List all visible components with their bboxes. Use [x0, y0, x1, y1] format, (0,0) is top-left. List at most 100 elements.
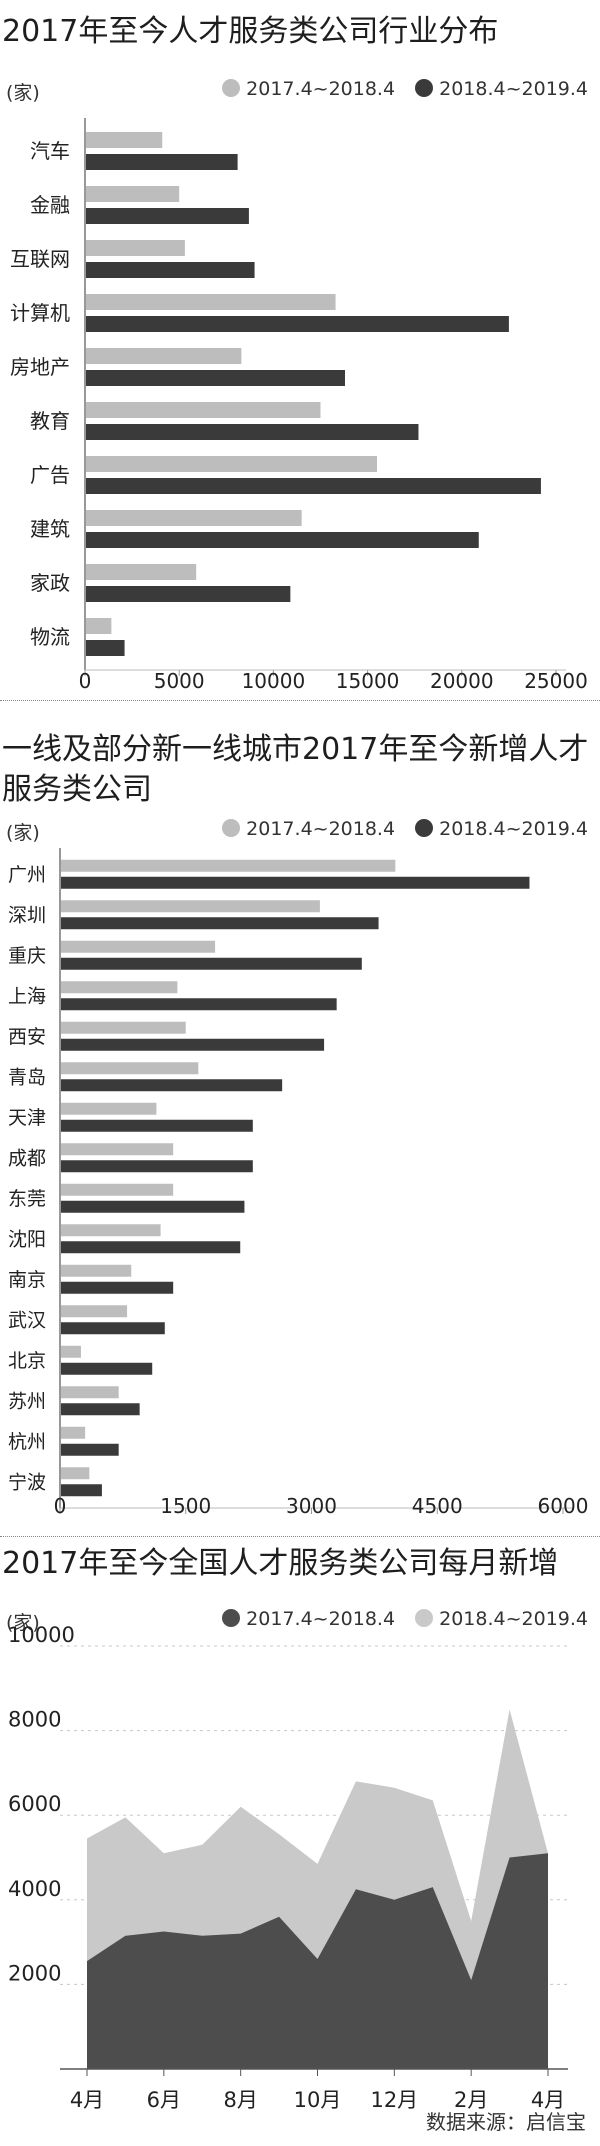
- category-label: 房地产: [10, 355, 70, 379]
- bar: [86, 478, 541, 494]
- x-tick-label: 4月: [70, 2088, 104, 2112]
- x-tick-label: 25000: [524, 669, 588, 693]
- section-divider: [0, 700, 600, 701]
- category-label: 沈阳: [8, 1228, 46, 1250]
- bar: [61, 1386, 119, 1399]
- y-tick-label: 6000: [8, 1792, 61, 1816]
- category-label: 青岛: [8, 1066, 46, 1088]
- chart-industry-legend: 2017.4~2018.4 2018.4~2019.4: [208, 78, 588, 100]
- x-tick-label: 6000: [538, 1494, 589, 1518]
- chart-cities-title: 一线及部分新一线城市2017年至今新增人才服务类公司: [2, 732, 589, 807]
- x-tick-label: 2月: [454, 2088, 488, 2112]
- category-label: 西安: [8, 1026, 46, 1048]
- bar: [61, 1403, 140, 1416]
- bar: [61, 998, 337, 1011]
- x-tick-label: 15000: [336, 669, 400, 693]
- legend-swatch-2018: [415, 79, 434, 97]
- legend-item-2018: 2018.4~2019.4: [415, 818, 588, 840]
- source-note: 数据来源：启信宝: [426, 2110, 586, 2134]
- bar: [61, 1183, 174, 1196]
- bar: [61, 876, 530, 889]
- bar: [86, 294, 336, 310]
- x-tick-label: 4月: [531, 2088, 565, 2112]
- legend-label-2017: 2017.4~2018.4: [246, 1608, 396, 1630]
- category-label: 重庆: [8, 945, 46, 967]
- category-label: 广告: [30, 463, 70, 487]
- bar: [86, 618, 112, 634]
- bar: [86, 348, 242, 364]
- x-tick-label: 0: [79, 669, 92, 693]
- category-label: 上海: [8, 985, 46, 1007]
- x-tick-label: 10月: [294, 2088, 342, 2112]
- bar: [86, 132, 163, 148]
- x-tick-label: 8月: [223, 2088, 257, 2112]
- category-label: 杭州: [8, 1431, 46, 1453]
- category-label: 宁波: [8, 1471, 46, 1493]
- legend-item-2017: 2017.4~2018.4: [222, 1608, 395, 1630]
- legend-label-2018: 2018.4~2019.4: [439, 818, 588, 840]
- category-label: 广州: [8, 864, 46, 886]
- chart-industry-unit: (家): [6, 82, 40, 104]
- chart-cities-legend: 2017.4~2018.4 2018.4~2019.4: [208, 818, 588, 840]
- x-tick-label: 20000: [430, 669, 494, 693]
- chart-cities: 一线及部分新一线城市2017年至今新增人才服务类公司 (家) 2017.4~20…: [0, 700, 600, 1530]
- bar: [61, 1160, 253, 1173]
- category-label: 计算机: [10, 301, 70, 325]
- bar: [61, 940, 216, 953]
- legend-item-2017: 2017.4~2018.4: [222, 78, 395, 100]
- category-label: 汽车: [30, 139, 70, 163]
- x-tick-label: 12月: [370, 2088, 418, 2112]
- category-label: 建筑: [30, 517, 70, 541]
- bar: [61, 900, 320, 913]
- bar: [61, 1281, 174, 1294]
- bar: [61, 957, 362, 970]
- bar: [61, 1362, 153, 1375]
- bar: [61, 1345, 81, 1358]
- legend-label-2017: 2017.4~2018.4: [246, 78, 396, 100]
- bar: [86, 456, 378, 472]
- category-label: 金融: [30, 193, 70, 217]
- bar: [61, 1038, 325, 1051]
- x-tick-label: 6月: [147, 2088, 181, 2112]
- bar: [86, 640, 125, 656]
- bar: [61, 1062, 199, 1075]
- bar: [61, 1119, 253, 1132]
- category-label: 苏州: [8, 1390, 46, 1412]
- chart-monthly-unit: (家): [6, 1612, 40, 1634]
- legend-swatch-2017: [222, 819, 241, 837]
- bar: [86, 154, 238, 170]
- bar: [61, 1484, 102, 1497]
- bar: [61, 1224, 161, 1237]
- bar: [86, 532, 479, 548]
- chart-monthly-title: 2017年至今全国人才服务类公司每月新增: [2, 1546, 559, 1581]
- bar: [61, 1200, 245, 1213]
- bar: [61, 1102, 157, 1115]
- category-label: 家政: [30, 571, 70, 595]
- y-tick-label: 4000: [8, 1877, 61, 1901]
- chart-industry-title: 2017年至今人才服务类公司行业分布: [2, 14, 499, 49]
- chart-cities-unit: (家): [6, 822, 40, 844]
- bar: [86, 402, 321, 418]
- x-tick-label: 1500: [160, 1494, 211, 1518]
- bar: [86, 564, 197, 580]
- category-label: 互联网: [10, 247, 70, 271]
- x-tick-label: 10000: [242, 669, 306, 693]
- bar: [86, 262, 255, 278]
- category-label: 天津: [8, 1107, 46, 1129]
- legend-item-2018: 2018.4~2019.4: [415, 78, 588, 100]
- legend-swatch-2018: [415, 1609, 434, 1627]
- category-label: 物流: [30, 625, 70, 649]
- bar: [61, 1021, 186, 1034]
- bar: [86, 186, 180, 202]
- category-label: 深圳: [8, 904, 46, 926]
- category-label: 教育: [30, 409, 70, 433]
- x-tick-label: 5000: [154, 669, 205, 693]
- bar: [61, 1322, 165, 1335]
- bar: [86, 424, 419, 440]
- y-tick-label: 2000: [8, 1961, 61, 1985]
- chart-monthly-legend: 2017.4~2018.4 2018.4~2019.4: [208, 1608, 588, 1630]
- legend-swatch-2017: [222, 1609, 241, 1627]
- legend-label-2018: 2018.4~2019.4: [439, 78, 588, 100]
- legend-label-2017: 2017.4~2018.4: [246, 818, 396, 840]
